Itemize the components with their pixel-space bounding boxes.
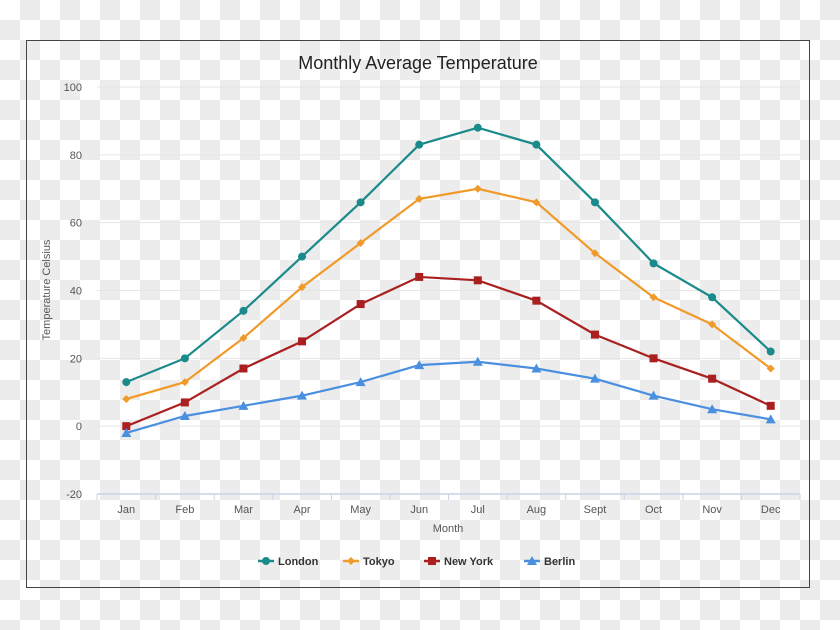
data-point xyxy=(473,123,482,132)
series-line xyxy=(125,275,772,428)
y-tick-label: 80 xyxy=(70,150,82,162)
y-tick-label: 20 xyxy=(70,353,82,365)
y-tick-label: 100 xyxy=(64,82,82,94)
data-point xyxy=(239,364,248,373)
series-line xyxy=(125,187,772,401)
data-point xyxy=(238,400,249,410)
data-point xyxy=(180,354,189,363)
data-point xyxy=(298,283,307,292)
x-tick-label: Jul xyxy=(471,504,485,516)
data-point xyxy=(180,378,189,387)
data-point xyxy=(415,272,424,281)
data-point xyxy=(414,360,425,370)
data-point xyxy=(708,320,717,329)
y-axis-label: Temperature Celsius xyxy=(41,239,53,340)
data-point xyxy=(179,410,190,420)
series-tokyo xyxy=(122,184,775,404)
data-point xyxy=(532,140,541,149)
series-berlin xyxy=(121,356,776,437)
data-point xyxy=(298,252,307,261)
data-point xyxy=(648,390,659,400)
y-tick-label: 40 xyxy=(70,286,82,298)
data-point xyxy=(590,249,599,258)
x-tick-label: Nov xyxy=(702,504,722,516)
legend-marker-icon xyxy=(347,557,355,565)
data-point xyxy=(415,194,424,203)
data-point xyxy=(473,276,482,285)
data-point xyxy=(765,414,776,424)
x-tick-label: Oct xyxy=(645,504,662,516)
x-tick-label: Aug xyxy=(527,504,547,516)
data-point xyxy=(649,293,658,302)
data-point xyxy=(472,356,483,366)
legend-label: Tokyo xyxy=(363,556,395,568)
chart-title: Monthly Average Temperature xyxy=(298,53,537,73)
data-point xyxy=(590,198,599,207)
legend-marker-icon xyxy=(262,557,270,565)
data-point xyxy=(708,293,717,302)
series-new-york xyxy=(122,272,775,431)
data-point xyxy=(297,390,308,400)
data-point xyxy=(356,300,365,309)
data-point xyxy=(590,330,599,339)
data-point xyxy=(707,404,718,414)
x-tick-label: Mar xyxy=(234,504,253,516)
data-point xyxy=(415,140,424,149)
data-point xyxy=(121,427,132,437)
y-tick-label: 0 xyxy=(76,421,82,433)
data-point xyxy=(531,363,542,373)
x-tick-label: Sept xyxy=(584,504,607,516)
x-tick-label: Feb xyxy=(175,504,194,516)
y-tick-label: 60 xyxy=(70,218,82,230)
y-tick-label: -20 xyxy=(66,489,82,501)
x-tick-label: Dec xyxy=(761,504,781,516)
legend-marker-icon xyxy=(527,556,537,565)
series-line xyxy=(125,360,771,435)
series-line xyxy=(125,126,772,384)
x-tick-label: Jan xyxy=(117,504,135,516)
data-point xyxy=(298,337,307,346)
x-axis-label: Month xyxy=(433,523,464,535)
legend-label: London xyxy=(278,556,319,568)
data-point xyxy=(122,378,131,387)
x-tick-label: Apr xyxy=(293,504,310,516)
data-point xyxy=(239,306,248,315)
legend-label: New York xyxy=(444,556,494,568)
x-tick-label: Jun xyxy=(410,504,428,516)
data-point xyxy=(356,198,365,207)
data-point xyxy=(355,377,366,387)
data-point xyxy=(532,198,541,207)
data-point xyxy=(589,373,600,383)
data-point xyxy=(122,395,131,404)
data-point xyxy=(766,401,775,410)
series-london xyxy=(122,123,775,387)
data-point xyxy=(649,354,658,363)
data-point xyxy=(180,398,189,407)
legend-marker-icon xyxy=(428,557,436,565)
data-point xyxy=(356,239,365,248)
legend-label: Berlin xyxy=(544,556,575,568)
data-point xyxy=(532,296,541,305)
data-point xyxy=(649,259,658,268)
data-point xyxy=(122,422,131,431)
data-point xyxy=(766,347,775,356)
data-point xyxy=(708,374,717,383)
chart-frame xyxy=(26,40,810,588)
data-point xyxy=(473,184,482,193)
x-tick-label: May xyxy=(350,504,371,516)
data-point xyxy=(239,333,248,342)
data-point xyxy=(766,364,775,373)
